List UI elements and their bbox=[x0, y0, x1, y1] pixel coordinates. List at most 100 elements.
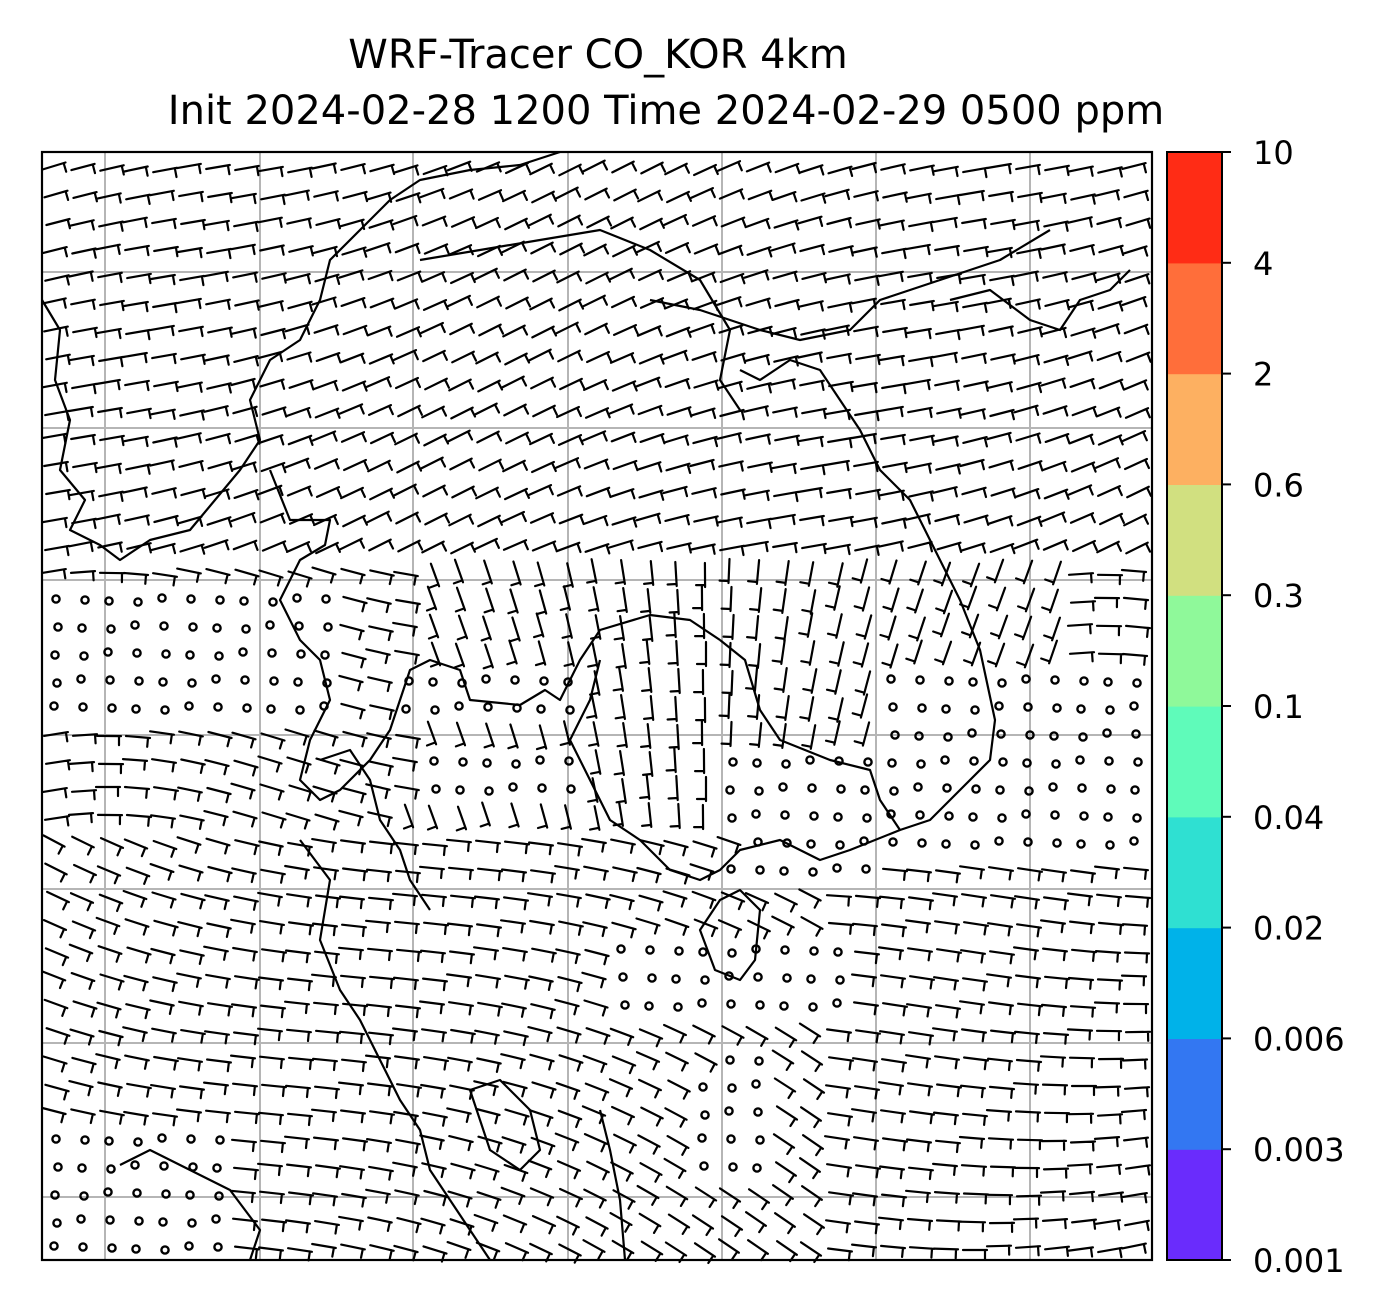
wind-barb bbox=[909, 434, 935, 446]
wind-barb bbox=[122, 571, 150, 585]
wind-barb bbox=[990, 487, 1017, 499]
wind-barb bbox=[558, 1243, 582, 1264]
wind-barb bbox=[609, 894, 635, 911]
wind-barb bbox=[1017, 867, 1043, 882]
wind-barb bbox=[397, 539, 424, 553]
wind-barb bbox=[423, 1056, 449, 1071]
wind-barb bbox=[773, 490, 799, 503]
calm-wind-marker bbox=[1049, 731, 1059, 741]
calm-wind-marker bbox=[726, 864, 736, 874]
wind-barb bbox=[666, 560, 678, 588]
wind-barb bbox=[311, 1108, 337, 1123]
calm-wind-marker bbox=[941, 839, 951, 849]
wind-barb bbox=[693, 163, 719, 177]
wind-barb bbox=[987, 246, 1013, 259]
wind-barb bbox=[774, 892, 798, 913]
wind-barb bbox=[719, 544, 745, 557]
wind-barb bbox=[97, 541, 123, 553]
colorbar-segment-0.006-0.02 bbox=[1167, 927, 1222, 1039]
wind-barb bbox=[882, 326, 908, 339]
wind-barb bbox=[694, 1052, 718, 1073]
wind-barb bbox=[881, 1193, 907, 1208]
colorbar-tick-label: 0.6 bbox=[1253, 466, 1304, 504]
wind-barb bbox=[394, 920, 420, 935]
calm-wind-marker bbox=[321, 594, 331, 604]
calm-wind-marker bbox=[697, 1133, 707, 1143]
wind-barb bbox=[261, 811, 287, 829]
wind-barb bbox=[1095, 624, 1123, 637]
wind-barb bbox=[366, 1138, 392, 1153]
wind-barb bbox=[68, 761, 96, 773]
wind-barb bbox=[881, 643, 899, 669]
calm-wind-marker bbox=[699, 1161, 709, 1171]
calm-wind-marker bbox=[187, 1218, 197, 1228]
wind-barb bbox=[258, 569, 284, 587]
wind-barb bbox=[368, 1165, 394, 1181]
wind-barb bbox=[369, 975, 395, 990]
wind-barb bbox=[260, 732, 286, 750]
wind-barb bbox=[312, 1057, 338, 1072]
wind-barb bbox=[642, 616, 654, 642]
calm-wind-marker bbox=[1048, 782, 1058, 792]
wind-barb bbox=[716, 836, 742, 854]
wind-barb bbox=[611, 380, 638, 392]
wind-barb bbox=[151, 352, 177, 365]
wind-barb bbox=[642, 751, 654, 777]
calm-wind-marker bbox=[754, 1056, 764, 1066]
wind-barb bbox=[1095, 406, 1122, 418]
wind-barb bbox=[230, 918, 256, 934]
wind-barb bbox=[122, 889, 148, 908]
wind-barb bbox=[72, 191, 98, 203]
calm-wind-marker bbox=[832, 863, 842, 873]
wind-barb bbox=[261, 272, 287, 284]
calm-wind-marker bbox=[319, 701, 329, 711]
wind-barb bbox=[392, 214, 419, 227]
wind-barb bbox=[908, 1246, 936, 1259]
calm-wind-marker bbox=[751, 944, 761, 954]
wind-barb bbox=[608, 403, 635, 415]
wind-barb bbox=[1042, 1167, 1070, 1179]
wind-barb bbox=[908, 1031, 934, 1046]
wind-barb bbox=[988, 1221, 1016, 1233]
wind-barb bbox=[396, 948, 422, 963]
wind-barb bbox=[177, 1057, 203, 1072]
wind-barb bbox=[1066, 1163, 1094, 1175]
wind-barb bbox=[288, 1056, 314, 1071]
wind-barb bbox=[1042, 539, 1069, 551]
wind-barb bbox=[260, 1139, 286, 1154]
wind-barb bbox=[151, 487, 177, 499]
wind-barb bbox=[1041, 588, 1059, 614]
wind-barb bbox=[449, 950, 475, 965]
wind-barb bbox=[257, 216, 283, 228]
wind-barb bbox=[719, 408, 745, 421]
wind-barb bbox=[534, 561, 546, 588]
wind-barb bbox=[961, 217, 987, 230]
calm-wind-marker bbox=[889, 786, 899, 796]
wind-barb bbox=[559, 720, 571, 746]
wind-barb bbox=[908, 616, 926, 642]
calm-wind-marker bbox=[805, 755, 815, 765]
wind-barb bbox=[531, 947, 557, 963]
wind-barb bbox=[230, 782, 256, 800]
wind-barb bbox=[583, 1133, 609, 1153]
wind-barb bbox=[773, 1077, 797, 1100]
calm-wind-marker bbox=[727, 1083, 737, 1093]
wind-barb bbox=[231, 731, 257, 749]
wind-barb bbox=[962, 562, 981, 588]
calm-wind-marker bbox=[1102, 728, 1112, 738]
wind-barb bbox=[527, 1159, 553, 1179]
wind-barb bbox=[635, 917, 661, 935]
wind-barb bbox=[205, 1109, 231, 1124]
wind-barb bbox=[1040, 919, 1066, 934]
wind-barb bbox=[586, 558, 598, 584]
wind-barb bbox=[745, 433, 771, 445]
wind-barb bbox=[450, 216, 477, 228]
calm-wind-marker bbox=[887, 758, 897, 768]
wind-barb bbox=[392, 756, 418, 772]
calm-wind-marker bbox=[535, 755, 545, 765]
wind-barb bbox=[909, 299, 935, 312]
wind-barb bbox=[502, 539, 529, 551]
wind-barb bbox=[422, 842, 448, 857]
wind-barb bbox=[935, 589, 954, 615]
wind-barb bbox=[559, 377, 585, 391]
